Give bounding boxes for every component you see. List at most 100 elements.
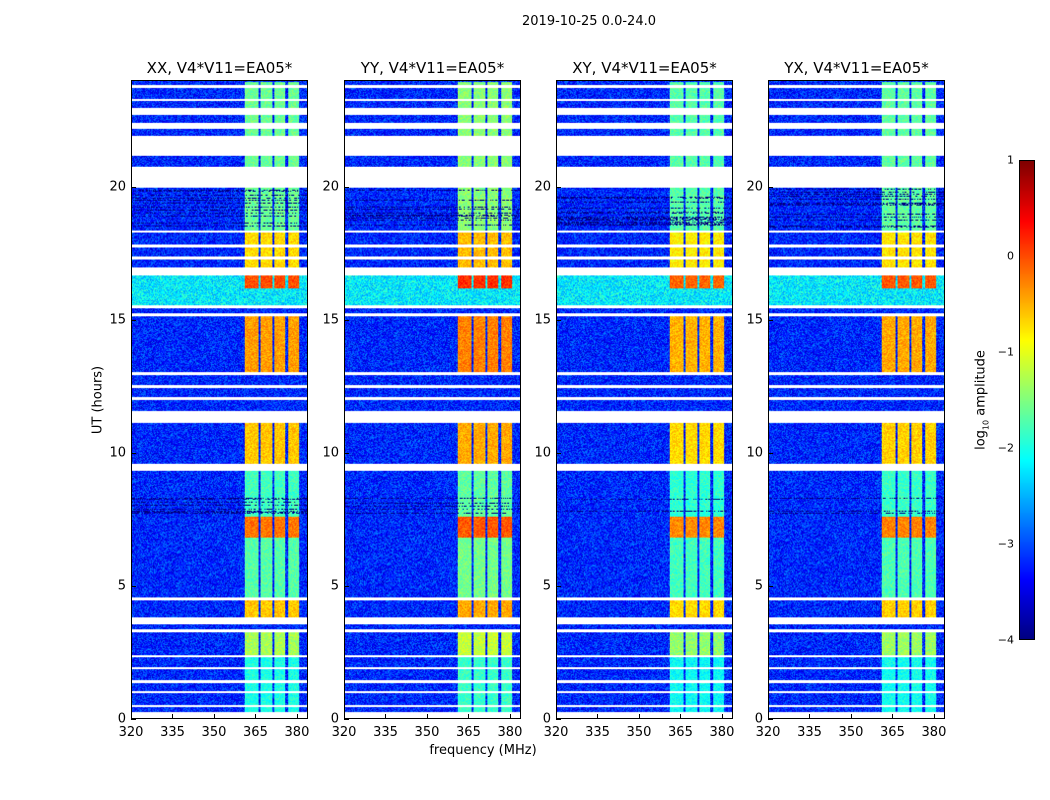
x-tick-label: 320 [118,725,144,740]
x-tick-mark [768,714,769,719]
colorbar-tick-label: −1 [997,345,1014,359]
x-tick-mark [933,714,935,719]
colorbar-tick-label: 0 [1007,249,1014,263]
y-tick-label: 20 [534,179,551,194]
x-tick-mark [344,714,345,719]
y-tick-mark [768,319,773,321]
y-tick-label: 20 [746,179,763,194]
y-tick-mark [556,319,561,321]
x-tick-mark [131,714,132,719]
y-tick-label: 0 [542,711,551,727]
y-tick-label: 5 [542,578,551,594]
y-tick-mark [344,585,349,587]
x-tick-mark [721,714,723,719]
colorbar-tick-label: −2 [997,441,1014,455]
panel-title: XX, V4*V11=EA05* [146,59,293,77]
x-tick-label: 380 [497,725,523,740]
y-tick-label: 10 [109,445,126,461]
colorbar-label-main: log [973,430,989,450]
x-tick-mark [638,714,640,719]
x-tick-mark [255,714,257,719]
y-tick-label: 10 [534,445,551,461]
y-tick-mark [131,452,136,454]
x-tick-mark [296,714,298,719]
y-tick-label: 15 [534,312,551,328]
colorbar [1019,160,1035,640]
y-tick-mark [131,186,136,188]
x-tick-label: 380 [921,725,947,740]
x-tick-label: 380 [284,725,310,740]
x-tick-label: 380 [709,725,735,740]
y-tick-mark [131,719,136,720]
y-tick-label: 0 [117,711,126,727]
y-tick-label: 0 [754,711,763,727]
y-tick-mark [768,452,773,454]
y-tick-mark [768,186,773,188]
y-tick-mark [768,719,773,720]
x-tick-mark [597,714,599,719]
panel-title: YY, V4*V11=EA05* [360,59,505,77]
colorbar-label-sub: 10 [981,419,991,431]
x-tick-label: 335 [160,725,185,740]
y-tick-label: 10 [746,445,763,461]
x-tick-label: 350 [414,725,440,740]
x-tick-mark [213,714,215,719]
heatmap-panel [131,80,308,719]
x-tick-mark [556,714,557,719]
figure-title: 2019-10-25 0.0-24.0 [522,14,656,29]
panel-title: YX, V4*V11=EA05* [784,59,929,77]
x-tick-label: 350 [201,725,227,740]
heatmap-panel [556,80,733,719]
y-tick-mark [344,452,349,454]
colorbar-tick-label: 1 [1007,153,1014,167]
y-axis-label: UT (hours) [90,365,106,435]
x-tick-label: 320 [331,725,357,740]
y-tick-label: 10 [322,445,339,461]
y-tick-mark [344,719,349,720]
y-tick-mark [556,186,561,188]
colorbar-label: log10 amplitude [974,350,991,450]
y-tick-label: 20 [109,179,126,194]
x-tick-label: 335 [585,725,610,740]
y-tick-mark [556,585,561,587]
y-tick-label: 5 [330,578,339,594]
colorbar-tick-label: −3 [997,537,1014,551]
y-tick-label: 15 [109,312,126,328]
colorbar-tick-label: −4 [997,633,1014,647]
y-tick-mark [556,452,561,454]
y-tick-label: 5 [117,578,126,594]
x-tick-label: 350 [626,725,652,740]
y-tick-mark [344,186,349,188]
x-tick-mark [850,714,852,719]
x-tick-label: 335 [373,725,398,740]
y-tick-mark [131,585,136,587]
x-axis-label: frequency (MHz) [429,743,537,758]
y-tick-label: 15 [746,312,763,328]
x-tick-mark [809,714,811,719]
x-tick-mark [892,714,894,719]
x-tick-mark [385,714,387,719]
colorbar-label-rest: amplitude [973,350,989,420]
x-tick-label: 365 [456,725,481,740]
heatmap-cells [132,81,307,718]
x-tick-mark [468,714,470,719]
x-tick-mark [680,714,682,719]
y-tick-label: 15 [322,312,339,328]
heatmap-panel [768,80,945,719]
heatmap-cells [769,81,944,718]
x-tick-label: 365 [880,725,905,740]
x-tick-label: 365 [243,725,268,740]
colorbar-gradient [1020,161,1034,639]
y-tick-mark [556,719,561,720]
heatmap-panel [344,80,521,719]
x-tick-mark [426,714,428,719]
x-tick-label: 350 [838,725,864,740]
x-tick-label: 365 [668,725,693,740]
y-tick-label: 20 [322,179,339,194]
heatmap-cells [345,81,520,718]
y-tick-mark [344,319,349,321]
y-tick-mark [131,319,136,321]
y-tick-mark [768,585,773,587]
y-tick-label: 5 [754,578,763,594]
